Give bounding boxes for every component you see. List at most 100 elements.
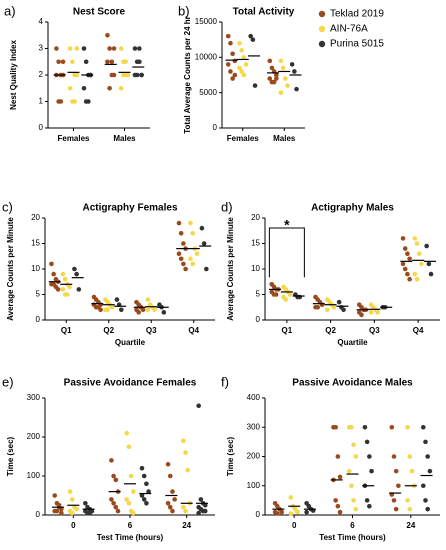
data-point: [335, 503, 341, 509]
data-point: [51, 271, 56, 277]
data-point: [60, 287, 66, 292]
chart-title: Actigraphy Females: [82, 203, 177, 214]
data-point: [139, 72, 144, 78]
data-point: [196, 403, 201, 409]
data-point: [315, 304, 321, 310]
data-point: [65, 292, 70, 297]
data-point: [56, 502, 62, 508]
data-point: [136, 310, 141, 315]
data-point: [54, 508, 60, 514]
data-point: [427, 468, 433, 474]
x-tick-label: Q1: [282, 326, 293, 335]
data-point: [237, 40, 242, 46]
data-point: [407, 256, 412, 262]
y-tick-label: 100: [247, 481, 261, 490]
data-point: [368, 310, 374, 315]
data-point: [181, 261, 186, 267]
data-point: [60, 59, 66, 65]
data-point: [176, 220, 182, 226]
data-point: [49, 261, 54, 267]
data-point: [86, 99, 91, 104]
data-point: [278, 90, 284, 95]
x-tick-label: Females: [227, 134, 260, 143]
data-point: [419, 261, 424, 267]
data-point: [269, 65, 275, 71]
data-point: [278, 58, 284, 64]
data-point: [54, 46, 59, 51]
x-tick-label: Q2: [103, 326, 114, 335]
data-point: [412, 271, 418, 277]
data-point: [405, 424, 410, 430]
data-point: [183, 266, 188, 272]
x-tick-label: Males: [273, 134, 296, 143]
data-point: [126, 444, 132, 450]
data-point: [145, 297, 151, 302]
y-tick-label: 10: [251, 264, 260, 273]
data-point: [152, 307, 157, 313]
data-point: [333, 498, 338, 503]
data-point: [353, 454, 359, 459]
y-tick-label: 5: [36, 290, 41, 299]
chart-title: Total Activity: [233, 7, 295, 18]
data-point: [400, 236, 406, 241]
data-point: [123, 59, 128, 65]
data-point: [111, 46, 117, 51]
data-point: [87, 510, 93, 516]
data-point: [400, 261, 406, 267]
data-point: [273, 292, 279, 297]
significance-bracket: [268, 227, 305, 278]
data-point: [362, 424, 368, 430]
data-point: [107, 46, 112, 51]
data-point: [72, 99, 77, 104]
data-point: [67, 46, 73, 51]
data-point: [141, 473, 147, 479]
data-point: [69, 510, 75, 516]
data-point: [267, 76, 273, 81]
y-axis-label: Average Counts per Minute: [226, 217, 235, 321]
data-point: [132, 46, 138, 51]
data-point: [416, 251, 422, 256]
y-axis-label: Time (sec): [226, 436, 235, 476]
data-point: [118, 46, 124, 51]
data-point: [113, 477, 119, 483]
panel-label: d): [221, 199, 233, 214]
data-point: [55, 287, 61, 292]
x-tick-label: Q4: [413, 326, 424, 335]
data-point: [62, 276, 68, 282]
y-tick-label: 0: [39, 123, 44, 132]
panel-label: a): [4, 3, 16, 18]
data-point: [52, 493, 58, 498]
data-point: [181, 504, 186, 510]
data-point: [393, 468, 399, 474]
data-point: [58, 99, 64, 104]
data-point: [139, 465, 145, 471]
data-point: [137, 46, 142, 51]
x-tick-label: 6: [128, 521, 133, 530]
data-point: [335, 454, 341, 459]
data-point: [407, 276, 412, 282]
data-point: [243, 62, 249, 67]
data-point: [285, 83, 290, 88]
data-point: [279, 509, 285, 515]
data-point: [267, 58, 273, 64]
data-point: [228, 69, 233, 74]
data-point: [375, 310, 380, 315]
legend-marker: [318, 10, 326, 18]
data-point: [341, 307, 346, 313]
data-point: [81, 46, 87, 51]
y-tick-label: 200: [27, 432, 41, 441]
data-point: [288, 495, 294, 500]
data-point: [389, 424, 395, 430]
data-point: [111, 473, 116, 479]
legend-label: Teklad 2019: [330, 9, 384, 20]
data-point: [271, 79, 277, 85]
y-axis-label: Nest Quality Index: [9, 40, 18, 110]
data-point: [393, 506, 399, 512]
data-point: [194, 251, 200, 256]
data-point: [167, 504, 173, 510]
data-point: [134, 72, 140, 78]
y-axis-label: Time (sec): [6, 436, 15, 476]
y-tick-label: 1: [39, 97, 44, 106]
chart-title: Actigraphy Males: [311, 203, 394, 214]
data-point: [121, 72, 126, 78]
